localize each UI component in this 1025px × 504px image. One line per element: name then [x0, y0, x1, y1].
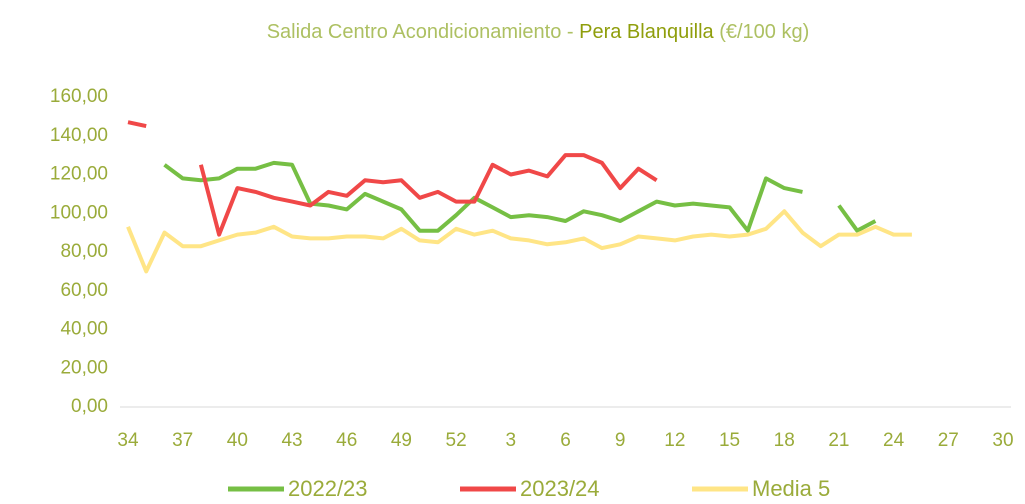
title-part: Salida Centro Acondicionamiento -	[267, 21, 579, 43]
x-tick-label: 34	[117, 430, 139, 451]
title-part: (€/100 kg)	[714, 21, 810, 43]
x-tick-label: 18	[774, 430, 795, 451]
x-tick-label: 30	[992, 430, 1013, 451]
y-tick-label: 140,00	[50, 125, 108, 146]
legend-item: 2022/23	[228, 476, 368, 501]
y-tick-label: 40,00	[60, 319, 108, 340]
x-tick-label: 9	[615, 430, 626, 451]
y-tick-label: 80,00	[60, 241, 108, 262]
legend-label: 2023/24	[520, 476, 600, 501]
x-tick-label: 52	[446, 430, 467, 451]
legend-label: Media 5	[752, 476, 830, 501]
legend-item: Media 5	[692, 476, 830, 501]
legend-item: 2023/24	[460, 476, 600, 501]
x-tick-label: 37	[172, 430, 193, 451]
x-tick-label: 46	[336, 430, 357, 451]
y-tick-label: 160,00	[50, 86, 108, 107]
y-tick-label: 20,00	[60, 357, 108, 378]
x-tick-label: 27	[938, 430, 959, 451]
series-line	[126, 209, 912, 274]
series-line	[127, 120, 658, 237]
legend-label: 2022/23	[288, 476, 368, 501]
x-tick-label: 21	[828, 430, 849, 451]
x-tick-label: 3	[506, 430, 517, 451]
y-tick-label: 0,00	[71, 396, 108, 417]
x-tick-label: 49	[391, 430, 412, 451]
x-tick-label: 43	[281, 430, 302, 451]
x-tick-label: 12	[664, 430, 685, 451]
title-highlight: Pera Blanquilla	[579, 21, 714, 43]
x-tick-label: 24	[883, 430, 905, 451]
x-tick-label: 40	[227, 430, 248, 451]
y-tick-label: 100,00	[50, 202, 108, 223]
y-tick-label: 60,00	[60, 280, 108, 301]
chart-title: Salida Centro Acondicionamiento - Pera B…	[267, 21, 810, 43]
y-tick-label: 120,00	[50, 164, 108, 185]
series-line	[163, 160, 877, 233]
x-tick-label: 15	[719, 430, 740, 451]
x-tick-label: 6	[560, 430, 571, 451]
